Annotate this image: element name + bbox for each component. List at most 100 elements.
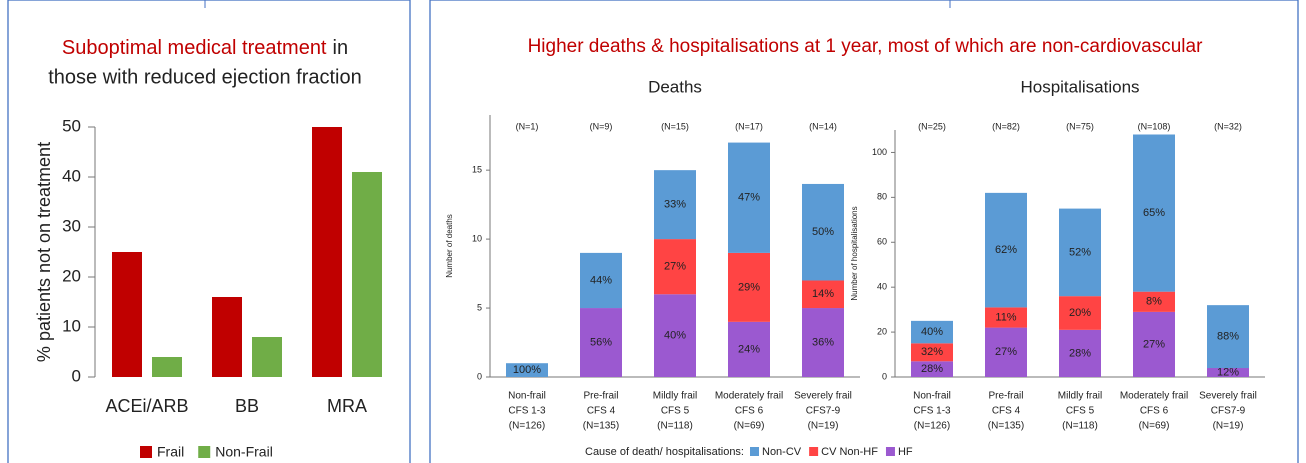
bar-segment (1207, 368, 1249, 377)
banner: Higher deaths & hospitalisations at 1 ye… (528, 36, 1204, 57)
bar-segment (802, 183, 844, 281)
y-tick-label: 40 (62, 166, 81, 185)
legend-label: HF (898, 446, 913, 458)
x-tick-label: BB (235, 396, 259, 416)
x-tick-label: CFS 1-3 (508, 406, 546, 417)
x-tick-label: Pre-frail (583, 391, 618, 402)
segment-label: 40% (664, 330, 686, 342)
x-tick-label: ACEi/ARB (105, 396, 188, 416)
bar-segment (985, 307, 1027, 328)
bar-segment (802, 308, 844, 377)
y-tick-label: 0 (72, 366, 81, 385)
bar-segment (506, 363, 548, 377)
segment-label: 28% (921, 363, 943, 375)
legend-swatch (809, 447, 819, 456)
legend-swatch (750, 447, 759, 456)
x-tick-label: (N=135) (988, 421, 1024, 432)
bar (112, 252, 142, 377)
total-label: (N=75) (1066, 121, 1094, 131)
x-tick-label: Severely frail (1199, 391, 1257, 402)
legend-label: Non-CV (762, 446, 802, 458)
segment-label: 12% (1217, 366, 1239, 378)
x-tick-label: CFS 4 (587, 406, 616, 417)
x-tick-label: (N=19) (1213, 421, 1244, 432)
y-tick-label: 30 (62, 216, 81, 235)
segment-label: 11% (995, 311, 1016, 323)
x-tick-label: (N=126) (914, 421, 950, 432)
x-tick-label: (N=69) (1139, 421, 1170, 432)
y-tick-label: 100 (872, 147, 887, 157)
x-tick-label: (N=126) (509, 421, 545, 432)
bar (212, 297, 242, 377)
y-tick-label: 10 (62, 316, 81, 335)
segment-label: 88% (1217, 330, 1239, 342)
x-tick-label: CFS 6 (735, 406, 764, 417)
segment-label: 100% (513, 364, 541, 376)
total-label: (N=9) (590, 121, 613, 131)
legend-swatch (885, 447, 895, 456)
x-tick-label: CFS 4 (992, 406, 1021, 417)
y-axis-label: Number of deaths (445, 214, 454, 278)
x-tick-label: (N=19) (808, 421, 839, 432)
y-tick-label: 5 (477, 302, 482, 312)
y-tick-label: 40 (877, 282, 887, 292)
bar (252, 337, 282, 377)
title-part: Suboptimal medical treatment (62, 37, 327, 59)
x-tick-label: Moderately frail (715, 391, 783, 402)
segment-label: 8% (1146, 296, 1162, 308)
legend-swatch (198, 446, 211, 458)
bar-segment (911, 343, 953, 362)
bar-segment (728, 142, 770, 253)
y-tick-label: 10 (472, 233, 482, 243)
x-tick-label: CFS 6 (1140, 406, 1169, 417)
segment-label: 27% (1143, 338, 1165, 350)
segment-label: 56% (590, 336, 612, 348)
segment-label: 14% (812, 288, 834, 300)
x-tick-label: CFS7-9 (1211, 406, 1246, 417)
x-tick-label: (N=118) (1062, 421, 1098, 432)
total-label: (N=14) (809, 121, 837, 131)
bar-segment (802, 280, 844, 309)
segment-label: 27% (664, 261, 686, 273)
segment-label: 36% (812, 336, 834, 348)
x-tick-label: CFS 5 (661, 406, 690, 417)
bar-segment (1207, 305, 1249, 369)
total-label: (N=32) (1214, 121, 1242, 131)
segment-label: 62% (995, 244, 1017, 256)
bar-segment (654, 239, 696, 295)
bar-segment (654, 294, 696, 377)
segment-label: 47% (738, 192, 760, 204)
x-tick-label: (N=118) (657, 421, 693, 432)
x-tick-label: Mildly frail (1058, 391, 1102, 402)
bar (312, 127, 342, 377)
bar-segment (654, 170, 696, 240)
bar-segment (1133, 291, 1175, 312)
segment-label: 24% (738, 343, 760, 355)
bar-segment (1133, 311, 1175, 377)
x-tick-label: CFS 5 (1066, 406, 1095, 417)
x-tick-label: Moderately frail (1120, 391, 1188, 402)
bar (152, 357, 182, 377)
bar-segment (911, 361, 953, 377)
left-panel (7, 0, 411, 463)
segment-label: 50% (812, 226, 834, 238)
y-tick-label: 20 (877, 326, 887, 336)
segment-label: 20% (1069, 307, 1091, 319)
legend-title: Cause of death/ hospitalisations: (585, 446, 744, 458)
total-label: (N=1) (516, 121, 539, 131)
segment-label: 52% (1069, 246, 1091, 258)
bar-segment (911, 320, 953, 344)
bar-segment (728, 252, 770, 322)
total-label: (N=25) (918, 121, 946, 131)
bar-segment (580, 308, 622, 377)
segment-label: 40% (921, 326, 943, 338)
y-tick-label: 60 (877, 237, 887, 247)
legend-label: Frail (157, 444, 184, 460)
y-axis-label: Number of hospitalisations (850, 206, 859, 300)
x-tick-label: Mildly frail (653, 391, 697, 402)
legend-label: Non-Frail (215, 444, 273, 460)
legend-swatch (140, 446, 152, 458)
legend-label: CV Non-HF (821, 446, 878, 458)
segment-label: 33% (664, 199, 686, 211)
segment-label: 29% (738, 281, 760, 293)
